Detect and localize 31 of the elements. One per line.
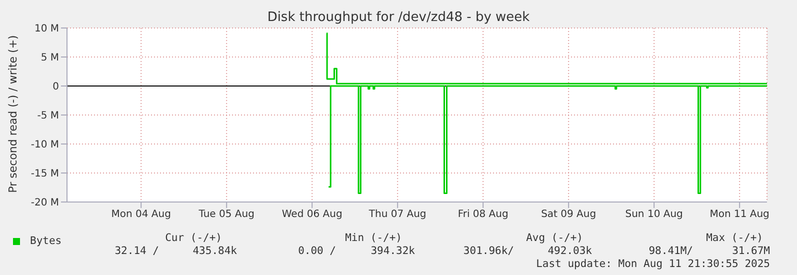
text: Last update: Mon Aug 11 21:30:55 2025 bbox=[535, 258, 770, 270]
chart-title: Disk throughput for /dev/zd48 - by week bbox=[266, 10, 531, 25]
legend-label: Bytes bbox=[29, 235, 62, 247]
x-tick-label: Tue 05 Aug bbox=[198, 209, 254, 220]
text: 32.14 / bbox=[114, 245, 159, 257]
x-tick-label: Thu 07 Aug bbox=[368, 209, 426, 220]
y-axis-title: Pr second read (-) / write (+) bbox=[6, 35, 20, 193]
text: 31.67M bbox=[732, 245, 770, 257]
text: Min (-/+) bbox=[345, 232, 402, 244]
x-tick-label: Mon 11 Aug bbox=[710, 209, 770, 220]
text: 0.00 / bbox=[298, 245, 336, 257]
text: 98.41M/ bbox=[648, 245, 693, 257]
y-tick-label: -20 M bbox=[30, 198, 59, 209]
x-tick-label: Sat 09 Aug bbox=[541, 209, 596, 220]
y-tick-label: -10 M bbox=[30, 140, 59, 151]
y-tick-label: 10 M bbox=[34, 24, 59, 35]
x-tick-label: Sun 10 Aug bbox=[625, 209, 683, 220]
x-tick-label: Wed 06 Aug bbox=[282, 209, 342, 220]
text: 435.84k bbox=[192, 245, 237, 257]
text: Max (-/+) bbox=[706, 232, 763, 244]
text: Cur (-/+) bbox=[165, 232, 222, 244]
y-tick-label: 0 bbox=[52, 82, 59, 93]
text: 394.32k bbox=[370, 245, 415, 257]
y-tick-label: 5 M bbox=[40, 52, 59, 64]
text: 492.03k bbox=[548, 245, 592, 257]
text: 301.96k/ bbox=[463, 245, 514, 257]
y-tick-label: -15 M bbox=[30, 168, 59, 180]
x-tick-label: Fri 08 Aug bbox=[458, 209, 508, 220]
x-tick-label: Mon 04 Aug bbox=[111, 209, 171, 220]
y-tick-label: -5 M bbox=[37, 110, 59, 122]
text: Avg (-/+) bbox=[526, 232, 583, 244]
